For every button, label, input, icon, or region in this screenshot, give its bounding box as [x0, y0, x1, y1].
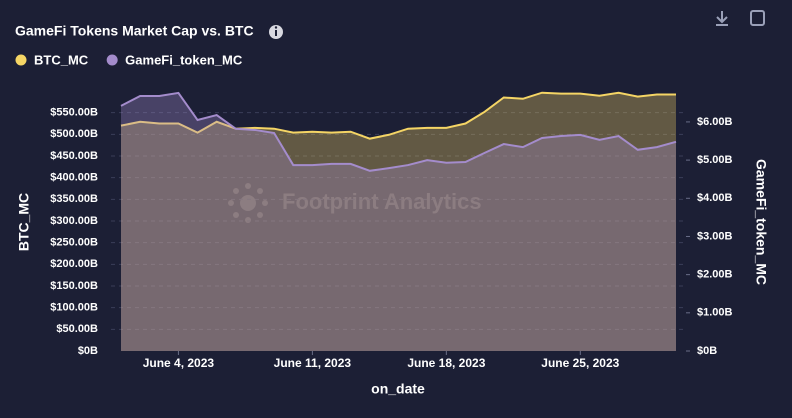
- legend-marker: [15, 54, 27, 66]
- legend-label: GameFi_token_MC: [125, 52, 243, 67]
- watermark-logo: [228, 183, 268, 223]
- y-tick-label: $250.00B: [50, 237, 98, 249]
- y-tick-label: $400.00B: [50, 172, 98, 184]
- watermark: Footprint Analytics: [282, 189, 482, 214]
- x-tick-label: June 25, 2023: [541, 356, 619, 370]
- y2-tick-label: $1.00B: [697, 307, 733, 319]
- y-tick-label: $450.00B: [50, 150, 98, 162]
- download-icon[interactable]: [716, 11, 728, 26]
- y-tick-label: $100.00B: [50, 302, 98, 314]
- y2-tick-label: $5.00B: [697, 154, 733, 166]
- y2-axis-title: GameFi_token_MC: [753, 159, 769, 285]
- y-tick-label: $200.00B: [50, 258, 98, 270]
- y-axis-title: BTC_MC: [16, 193, 32, 251]
- plot: [111, 91, 686, 351]
- area-fill: [121, 92, 676, 351]
- x-tick-label: June 4, 2023: [143, 356, 215, 370]
- x-axis-title: on_date: [371, 381, 425, 397]
- legend-marker: [106, 54, 118, 66]
- area-fill: [121, 92, 676, 351]
- y-tick-label: $50.00B: [56, 323, 98, 335]
- x-tick-label: June 11, 2023: [274, 356, 352, 370]
- y-tick-label: $550.00B: [50, 107, 98, 119]
- chart-title: GameFi Tokens Market Cap vs. BTC: [15, 23, 254, 39]
- y2-tick-label: $6.00B: [697, 116, 733, 128]
- y-tick-label: $500.00B: [50, 128, 98, 140]
- y-tick-label: $0B: [78, 345, 98, 357]
- info-icon[interactable]: [269, 25, 283, 39]
- y2-tick-label: $2.00B: [697, 269, 733, 281]
- y-tick-label: $150.00B: [50, 280, 98, 292]
- series-line: [120, 91, 677, 172]
- y2-tick-label: $0B: [697, 345, 717, 357]
- y-tick-label: $300.00B: [50, 215, 98, 227]
- series-line: [120, 91, 676, 140]
- settings-icon[interactable]: [750, 10, 765, 26]
- y2-tick-label: $3.00B: [697, 230, 733, 242]
- x-tick-label: June 18, 2023: [407, 356, 485, 370]
- y-tick-label: $350.00B: [50, 193, 98, 205]
- y2-tick-label: $4.00B: [697, 192, 733, 204]
- legend-label: BTC_MC: [34, 52, 89, 67]
